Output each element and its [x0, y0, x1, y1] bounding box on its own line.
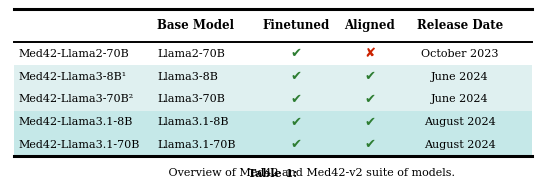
Text: Med42-Llama3-70B²: Med42-Llama3-70B² [18, 94, 133, 104]
Text: Med42-Llama2-70B: Med42-Llama2-70B [18, 49, 129, 59]
Text: August 2024: August 2024 [424, 117, 496, 127]
Text: Med42-Llama3.1-70B: Med42-Llama3.1-70B [18, 140, 139, 150]
Text: Llama3.1-70B: Llama3.1-70B [157, 140, 236, 150]
Text: ✔: ✔ [364, 116, 376, 129]
Text: Overview of Med42 and Med42-v2 suite of models.: Overview of Med42 and Med42-v2 suite of … [165, 168, 455, 178]
Text: Llama3-8B: Llama3-8B [157, 72, 218, 82]
Text: Med42-Llama3-8B¹: Med42-Llama3-8B¹ [18, 72, 126, 82]
Text: ✔: ✔ [290, 47, 302, 60]
Bar [14, 65, 532, 88]
Text: ✘: ✘ [364, 47, 376, 60]
Bar [14, 42, 532, 65]
Bar [14, 88, 532, 111]
Bar [14, 111, 532, 134]
Text: ✔: ✔ [364, 138, 376, 152]
Text: Finetuned: Finetuned [263, 19, 330, 32]
Text: June 2024: June 2024 [431, 72, 489, 82]
Text: August 2024: August 2024 [424, 140, 496, 150]
Text: June 2024: June 2024 [431, 94, 489, 104]
Text: Llama2-70B: Llama2-70B [157, 49, 225, 59]
Text: ✔: ✔ [290, 93, 302, 106]
Text: Llama3.1-8B: Llama3.1-8B [157, 117, 229, 127]
Bar [14, 134, 532, 156]
Text: ✔: ✔ [290, 116, 302, 129]
Text: ✔: ✔ [364, 93, 376, 106]
Text: Table 1:: Table 1: [248, 168, 298, 179]
Text: ✔: ✔ [364, 70, 376, 83]
Text: Release Date: Release Date [417, 19, 503, 32]
Text: Base Model: Base Model [157, 19, 234, 32]
Text: Llama3-70B: Llama3-70B [157, 94, 225, 104]
Text: ✔: ✔ [290, 70, 302, 83]
Text: Aligned: Aligned [345, 19, 395, 32]
Text: ✔: ✔ [290, 138, 302, 152]
Text: October 2023: October 2023 [422, 49, 498, 59]
Text: Med42-Llama3.1-8B: Med42-Llama3.1-8B [18, 117, 132, 127]
